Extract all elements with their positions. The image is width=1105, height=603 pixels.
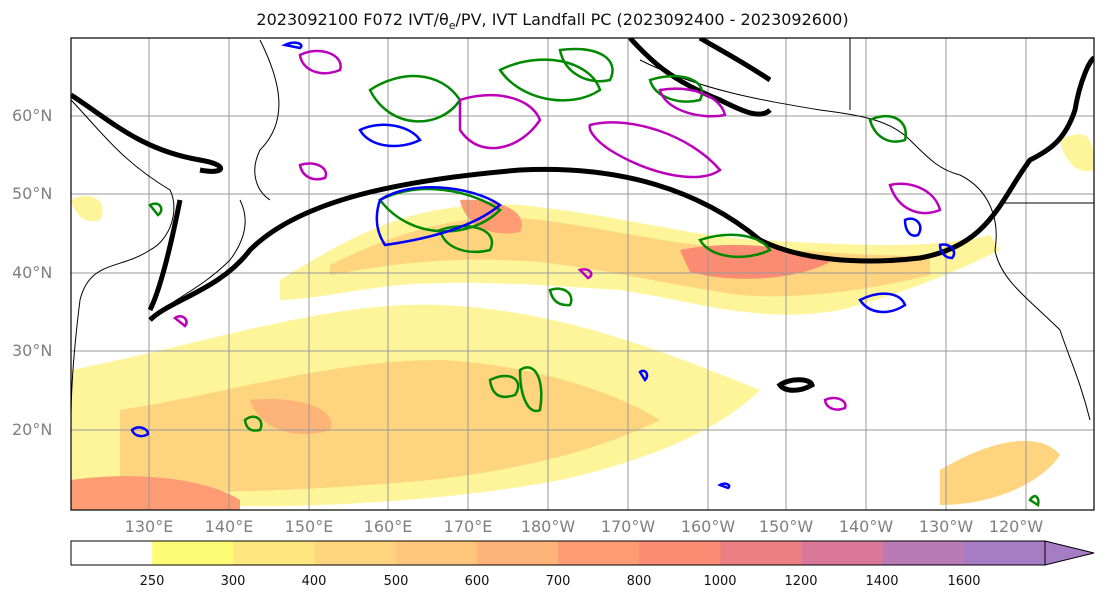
lon-label-140w: 140°W xyxy=(838,517,894,536)
coastline-alaska xyxy=(639,59,961,176)
ivt-subtropical-max xyxy=(250,399,332,435)
colorbar-swatch xyxy=(395,541,478,565)
colorbar-tick-700: 700 xyxy=(545,574,571,589)
lat-label-30n: 30°N xyxy=(12,341,53,360)
colorbar-swatch xyxy=(801,541,884,565)
colorbar-swatch xyxy=(476,541,559,565)
colorbar xyxy=(70,540,1095,566)
coastline-asia xyxy=(71,99,175,421)
ivt-subtropical-core xyxy=(120,360,660,492)
lon-label-180w: 180°W xyxy=(520,517,576,536)
ivt-fill-layer xyxy=(71,134,1094,510)
graticule xyxy=(71,38,1094,510)
colorbar-tick-800: 800 xyxy=(626,574,652,589)
lon-label-140e: 140°E xyxy=(204,517,254,536)
colorbar-tick-400: 400 xyxy=(301,574,327,589)
map-contents xyxy=(71,38,1094,510)
colorbar-swatch xyxy=(558,541,640,565)
lat-label-40n: 40°N xyxy=(12,263,53,282)
colorbar-tick-1400: 1400 xyxy=(865,574,899,589)
coastline-north-america xyxy=(959,174,1091,421)
title-part-2: /PV, IVT Landfall PC (2023092400 - 20230… xyxy=(455,10,849,29)
lon-label-170w: 170°W xyxy=(600,517,656,536)
lon-label-130w: 130°W xyxy=(918,517,974,536)
colorbar-swatch xyxy=(233,541,316,565)
lon-label-130e: 130°E xyxy=(124,517,174,536)
colorbar-swatch xyxy=(639,541,721,565)
ivt-coast xyxy=(1060,134,1094,172)
colorbar-outline xyxy=(70,540,1046,566)
lat-label-20n: 20°N xyxy=(12,420,53,439)
pc-contour-west xyxy=(71,92,224,174)
colorbar-swatch xyxy=(963,541,1046,565)
pc-contour-arc xyxy=(147,199,183,312)
coastline-kamchatka xyxy=(254,39,280,201)
colorbar-swatch xyxy=(71,541,153,565)
pc-contour-ne xyxy=(698,38,772,83)
title-sub-e: e xyxy=(448,19,456,33)
theta-e-contours xyxy=(172,49,942,411)
lat-label-60n: 60°N xyxy=(12,106,53,125)
ivt-band-core xyxy=(330,217,930,297)
colorbar-swatches xyxy=(71,541,1046,565)
colorbar-extend-arrow xyxy=(1044,540,1095,566)
ivt-japan xyxy=(71,196,103,222)
lon-label-170e: 170°E xyxy=(443,517,493,536)
colorbar-tick-500: 500 xyxy=(383,574,409,589)
pc-contour-loop xyxy=(776,377,815,393)
map-border xyxy=(70,37,1095,511)
colorbar-swatch xyxy=(720,541,803,565)
ivt-southwest-corner xyxy=(71,476,240,510)
colorbar-tick-250: 250 xyxy=(139,574,165,589)
colorbar-tick-1600: 1600 xyxy=(947,574,981,589)
colorbar-tick-300: 300 xyxy=(220,574,246,589)
pc-contour-north xyxy=(628,38,772,117)
colorbar-tick-600: 600 xyxy=(464,574,490,589)
ivt-contours xyxy=(148,47,1040,507)
colorbar-swatch xyxy=(152,541,234,565)
lat-label-50n: 50°N xyxy=(12,184,53,203)
lon-label-160e: 160°E xyxy=(363,517,413,536)
colorbar-tick-1200: 1200 xyxy=(784,574,818,589)
lon-label-120w: 120°W xyxy=(988,517,1044,536)
lon-label-150e: 150°E xyxy=(284,517,334,536)
lon-label-150w: 150°W xyxy=(758,517,814,536)
ivt-southeast xyxy=(940,440,1060,505)
lon-label-160w: 160°W xyxy=(680,517,736,536)
map-title: 2023092100 F072 IVT/θe/PV, IVT Landfall … xyxy=(0,10,1105,32)
colorbar-tick-1000: 1000 xyxy=(703,574,737,589)
title-part-1: 2023092100 F072 IVT/θ xyxy=(256,10,449,29)
colorbar-swatch xyxy=(314,541,397,565)
pv-contours xyxy=(130,41,956,490)
colorbar-swatch xyxy=(882,541,965,565)
